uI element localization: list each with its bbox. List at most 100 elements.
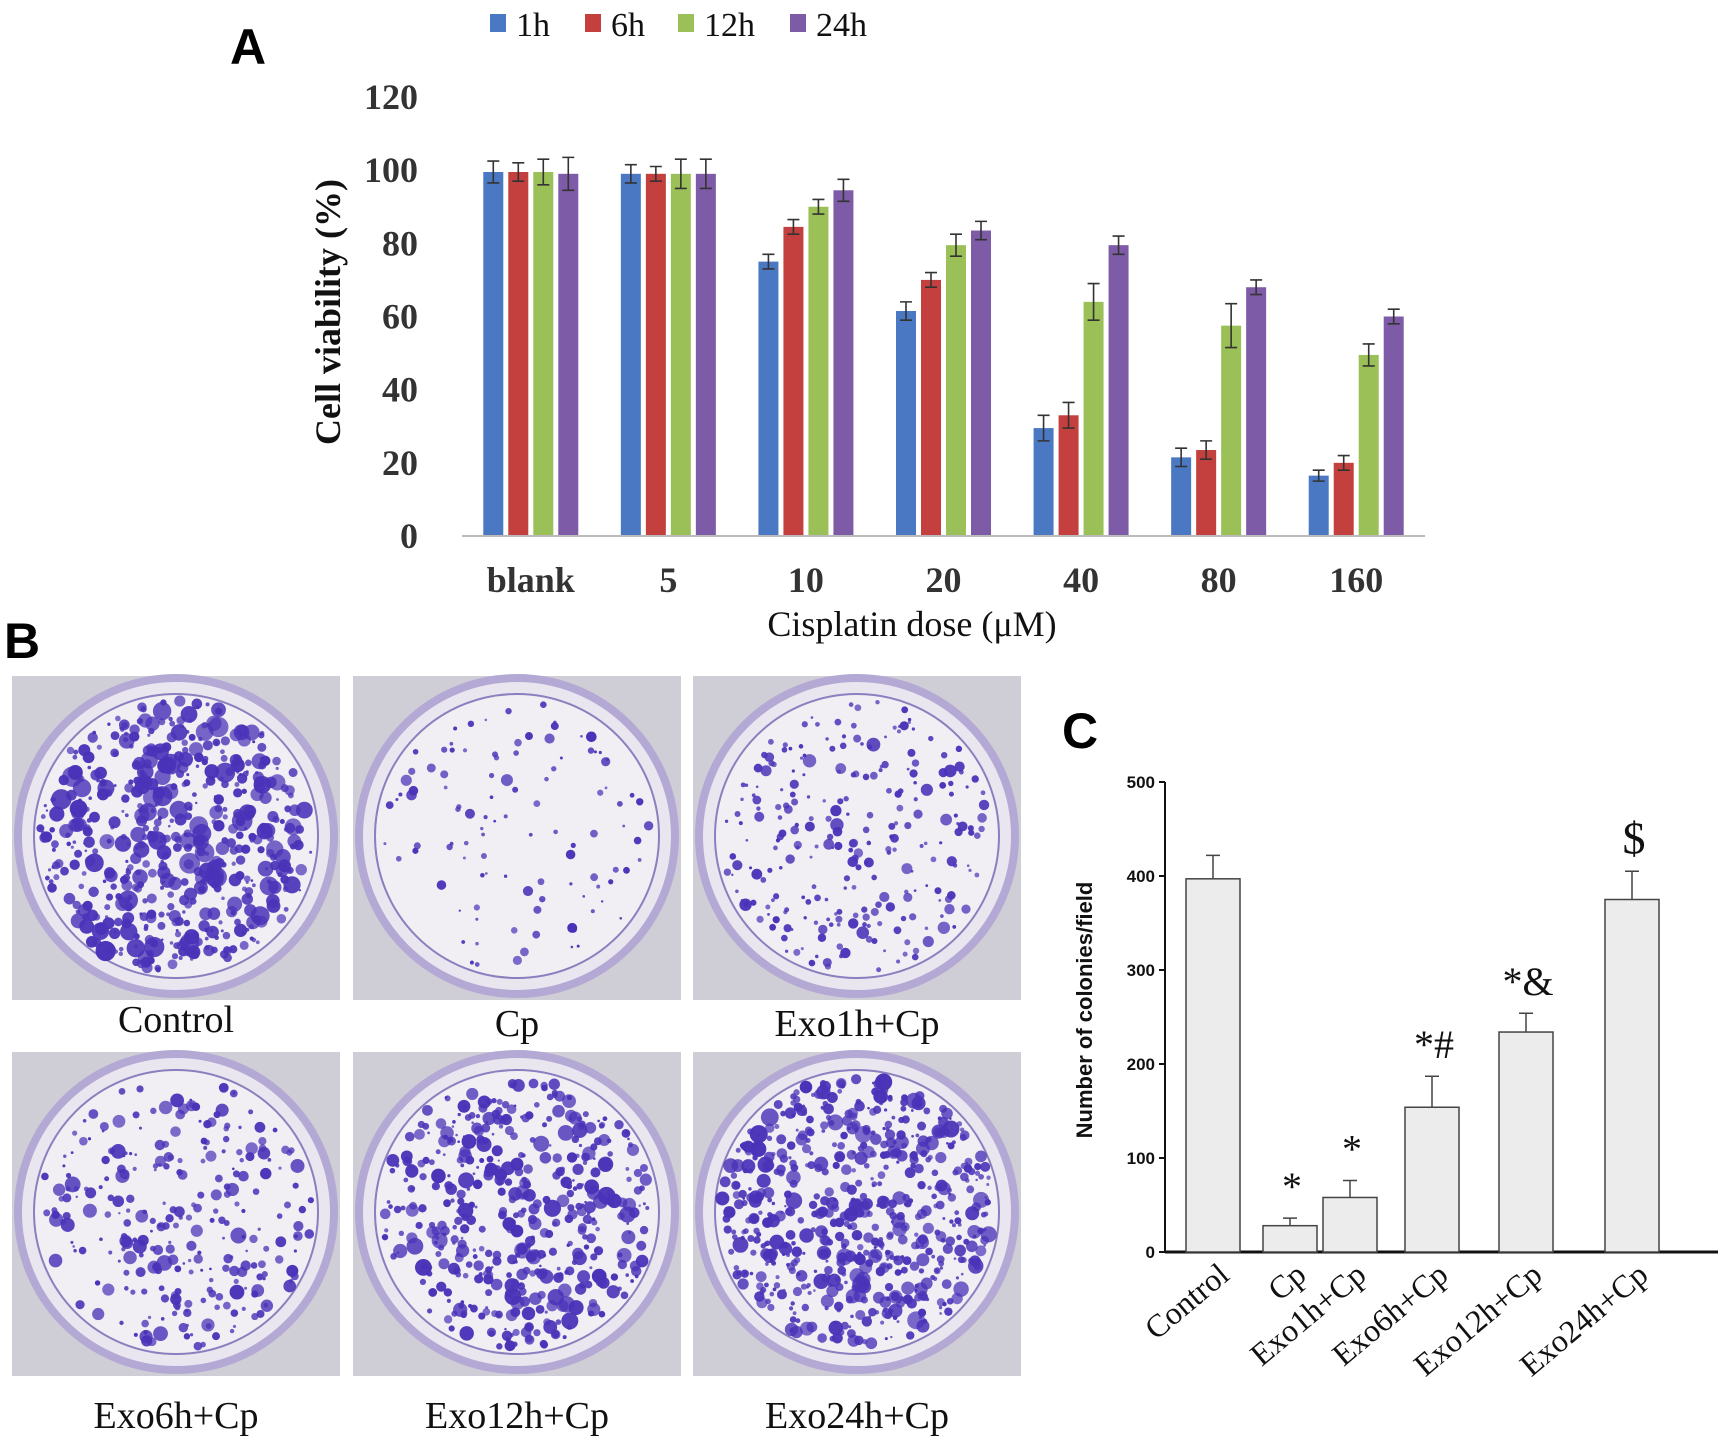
- colony: [79, 918, 95, 934]
- colony: [168, 716, 173, 722]
- colony: [774, 1124, 780, 1130]
- colony: [243, 875, 251, 883]
- colony: [168, 910, 181, 923]
- colony: [554, 1333, 559, 1338]
- colony: [637, 858, 642, 862]
- colony: [854, 704, 862, 712]
- colony: [767, 1303, 775, 1312]
- colony: [621, 1230, 636, 1245]
- colony: [862, 913, 870, 921]
- colony: [851, 1229, 863, 1241]
- colony: [511, 1229, 516, 1234]
- colony: [986, 1175, 991, 1180]
- colony: [966, 1185, 975, 1194]
- colony: [510, 1224, 524, 1238]
- colony: [89, 811, 100, 823]
- chart-a-bar-6h-3: [921, 279, 941, 536]
- colony: [152, 1262, 161, 1272]
- colony: [896, 729, 901, 734]
- colony: [829, 745, 836, 752]
- colony: [944, 1307, 953, 1316]
- colony: [789, 779, 799, 789]
- colony: [505, 707, 512, 715]
- colony: [892, 1140, 897, 1145]
- colony: [791, 769, 795, 773]
- colony: [922, 1222, 934, 1234]
- colony: [36, 824, 45, 833]
- chart-c-bar-1: [1262, 1224, 1318, 1253]
- colony: [240, 1266, 244, 1270]
- plate-dish: [374, 693, 660, 979]
- colony: [910, 869, 914, 873]
- colony: [516, 1268, 528, 1281]
- colony: [433, 1184, 437, 1188]
- colony: [826, 917, 831, 922]
- colony: [901, 1281, 915, 1295]
- chart-a-bars: [483, 156, 1404, 536]
- colony: [459, 1146, 471, 1158]
- colony: [823, 838, 835, 850]
- colony: [461, 1134, 477, 1149]
- colony: [568, 1300, 584, 1316]
- colony: [270, 860, 280, 871]
- colony: [114, 835, 132, 852]
- chart-c-x-axis: Control CpExo1h+CpExo6h+CpExo12h+CpExo24h…: [1137, 1256, 1654, 1383]
- colony: [485, 872, 488, 875]
- colony: [133, 756, 146, 770]
- colony: [481, 1123, 491, 1133]
- colony: [960, 1162, 967, 1170]
- colony: [638, 1204, 641, 1207]
- colony: [954, 1217, 962, 1225]
- colony: [862, 773, 870, 781]
- chart-a-legend-label-6h: 6h: [611, 7, 645, 44]
- colony: [535, 1304, 545, 1314]
- colony: [72, 840, 77, 844]
- colony: [427, 1131, 431, 1135]
- colony: [257, 846, 265, 854]
- colony: [544, 1310, 548, 1314]
- colony: [153, 825, 160, 833]
- colony: [886, 1263, 893, 1270]
- colony: [830, 805, 842, 817]
- colony: [893, 1255, 904, 1266]
- colony: [986, 1183, 990, 1187]
- colony: [51, 1210, 60, 1220]
- colony: [123, 1269, 130, 1276]
- colony: [801, 1303, 810, 1312]
- colony: [124, 813, 129, 818]
- colony: [784, 1204, 787, 1208]
- colony: [524, 1334, 535, 1345]
- colony: [635, 1254, 649, 1268]
- colony: [596, 884, 601, 889]
- colony: [496, 1098, 503, 1105]
- colony: [66, 841, 72, 847]
- colony: [955, 745, 963, 753]
- colony: [589, 1266, 593, 1270]
- colony: [63, 892, 76, 905]
- colony: [957, 821, 968, 832]
- colony: [904, 821, 912, 830]
- colony: [472, 1172, 476, 1176]
- colony: [386, 1200, 391, 1204]
- chart-a-errorbar-12h-1: [674, 158, 687, 190]
- chart-c-ytick-5: 500: [1127, 773, 1155, 792]
- colony: [570, 945, 574, 949]
- colony: [983, 1211, 989, 1217]
- colony: [415, 1221, 423, 1230]
- colony: [780, 788, 784, 792]
- colony: [474, 1205, 478, 1209]
- colony: [853, 734, 862, 743]
- colony: [134, 1153, 138, 1156]
- colony: [136, 717, 144, 725]
- colony: [293, 1231, 303, 1241]
- colony: [231, 861, 236, 866]
- colony: [124, 783, 134, 793]
- plate-photo-3: [12, 1050, 340, 1376]
- colony: [293, 839, 304, 851]
- colony: [459, 1224, 470, 1234]
- colony: [836, 922, 841, 927]
- colony: [125, 859, 129, 864]
- colony: [178, 955, 183, 960]
- plate-colonies: [715, 1073, 997, 1350]
- colony: [121, 918, 132, 929]
